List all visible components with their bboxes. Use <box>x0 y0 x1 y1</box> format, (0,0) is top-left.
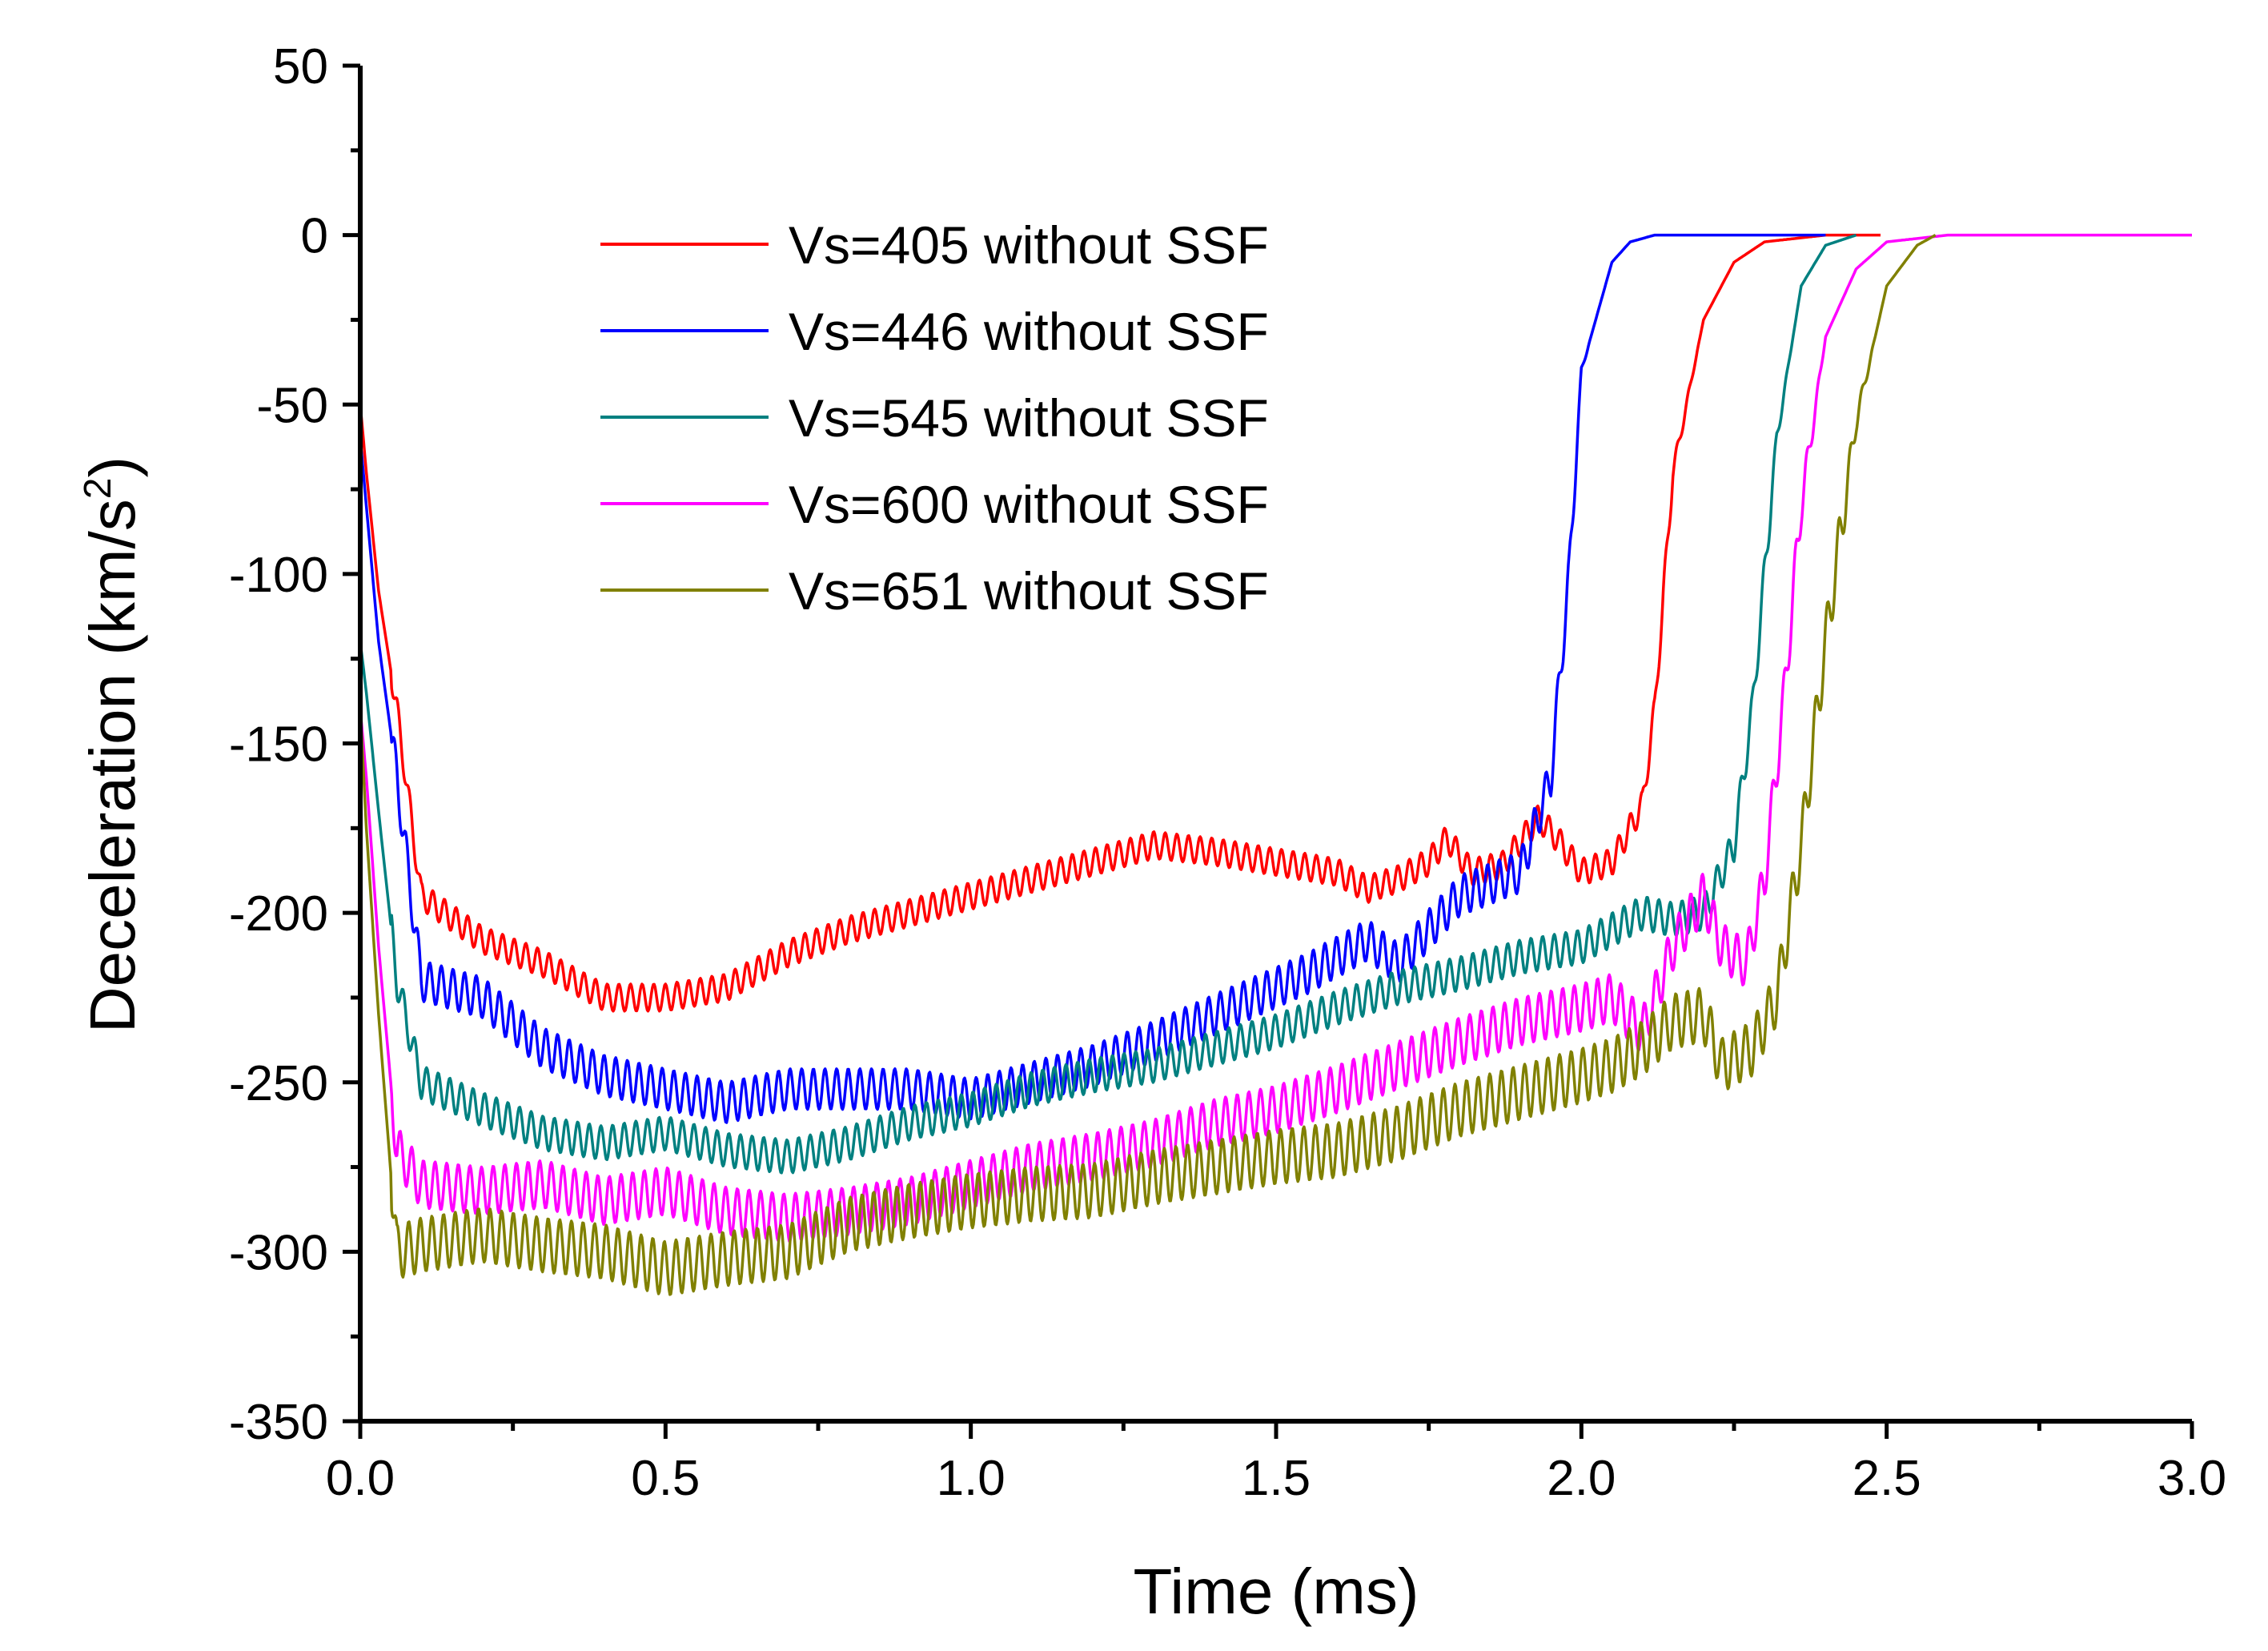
legend-label: Vs=651 without SSF <box>789 561 1269 621</box>
legend-label: Vs=446 without SSF <box>789 302 1269 361</box>
y-tick-label: -100 <box>229 548 328 603</box>
x-tick-label: 3.0 <box>2158 1451 2226 1506</box>
plot-lines <box>359 233 2193 1296</box>
x-tick-label: 0.5 <box>631 1451 700 1506</box>
y-tick-label: -50 <box>256 378 328 433</box>
x-tick-label: 2.5 <box>1853 1451 1921 1506</box>
tick-labels: 0.0 0.5 1.0 1.5 2.0 2.5 3.0 50 0 -50 -100 -150 -200 -… <box>229 39 2226 1506</box>
tick-marks <box>343 63 2194 1439</box>
y-tick-label: 0 <box>301 209 328 264</box>
y-tick-label: -300 <box>229 1225 328 1280</box>
x-axis-title: Time (ms) <box>1134 1556 1419 1627</box>
y-tick-label: 50 <box>273 39 328 94</box>
series-line <box>359 233 1881 1013</box>
series-line <box>359 233 1857 1175</box>
y-axis-title-superscript: 2 <box>77 478 119 500</box>
legend-label: Vs=600 without SSF <box>789 475 1269 534</box>
y-axis-title: Deceleration (km/s2) <box>77 456 148 1033</box>
series-line <box>359 234 1937 1296</box>
x-tick-label: 0.0 <box>326 1451 395 1506</box>
x-tick-label: 2.0 <box>1547 1451 1616 1506</box>
y-axis-title-main: Deceleration (km/s <box>77 499 148 1033</box>
y-tick-label: -200 <box>229 886 328 942</box>
x-tick-label: 1.5 <box>1242 1451 1311 1506</box>
y-axis-title-close: ) <box>77 456 148 478</box>
series-line <box>359 233 1827 1124</box>
y-tick-label: -250 <box>229 1056 328 1111</box>
y-tick-label: -350 <box>229 1395 328 1450</box>
legend-label: Vs=405 without SSF <box>789 215 1269 275</box>
x-tick-label: 1.0 <box>937 1451 1006 1506</box>
series-line <box>359 233 2193 1243</box>
y-tick-label: -150 <box>229 717 328 773</box>
legend: Vs=405 without SSF Vs=446 without SSF Vs=5… <box>600 215 1269 621</box>
legend-label: Vs=545 without SSF <box>789 388 1269 448</box>
axes <box>358 66 2192 1424</box>
